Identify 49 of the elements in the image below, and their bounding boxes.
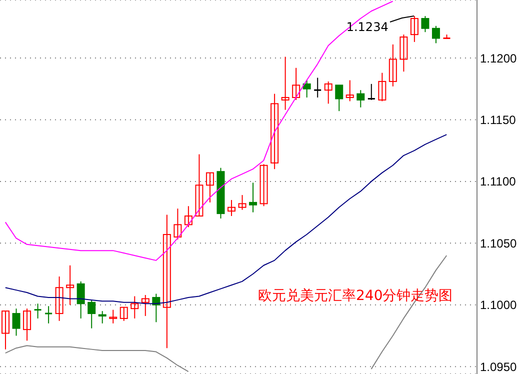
- candlestick: [98, 310, 106, 324]
- y-tick-label: 1.0950: [480, 360, 518, 374]
- text: 欧元兑美元汇率240分钟走势图: [258, 287, 453, 305]
- candlestick: [174, 208, 182, 240]
- y-tick-label: 1.1100: [480, 174, 516, 189]
- candlestick: [66, 264, 74, 306]
- candlestick: [324, 80, 332, 104]
- candlestick: [378, 72, 386, 102]
- candlestick: [23, 308, 32, 342]
- candlestick: [335, 84, 344, 112]
- candlestick: [76, 280, 85, 319]
- candlestick: [206, 172, 214, 203]
- candlestick: [34, 303, 42, 319]
- annotation: 1.1234: [346, 20, 388, 34]
- line-series: [4, 0, 394, 261]
- candlestick: [195, 154, 204, 217]
- candlestick: [88, 299, 96, 329]
- candlestick: [432, 25, 440, 44]
- candlestick: [162, 214, 171, 349]
- candlestick: [302, 80, 311, 98]
- candlestick: [388, 44, 397, 87]
- candlestick: [400, 34, 408, 72]
- candlestick: [346, 80, 354, 102]
- candlestick: [2, 310, 10, 350]
- candlestick: [292, 67, 300, 100]
- candlestick: [281, 56, 290, 110]
- y-tick-label: 1.1050: [480, 236, 518, 250]
- candlestick: [120, 306, 128, 322]
- candlestick: [356, 90, 365, 108]
- candlestick: [184, 206, 192, 228]
- y-tick-label: 1.1000: [480, 298, 518, 312]
- candlestick: [55, 276, 64, 322]
- candlestick: [152, 293, 160, 323]
- candlestick: [130, 296, 139, 319]
- candlestick: [109, 309, 118, 324]
- candlestick: [270, 93, 279, 170]
- candlestick: [313, 77, 322, 98]
- y-tick-label: 1.1150: [480, 112, 516, 127]
- candlestick: [249, 182, 258, 213]
- y-tick-label: 1.1200: [480, 51, 518, 66]
- candlestick: [260, 164, 268, 207]
- candlestick: [421, 16, 430, 33]
- candlestick: [44, 306, 53, 324]
- candlestick: [228, 199, 236, 217]
- candlestick: [238, 194, 246, 210]
- candlestick: [141, 294, 150, 316]
- candlestick: [12, 308, 20, 336]
- candlestick: [367, 83, 376, 100]
- candlestick: [410, 16, 418, 42]
